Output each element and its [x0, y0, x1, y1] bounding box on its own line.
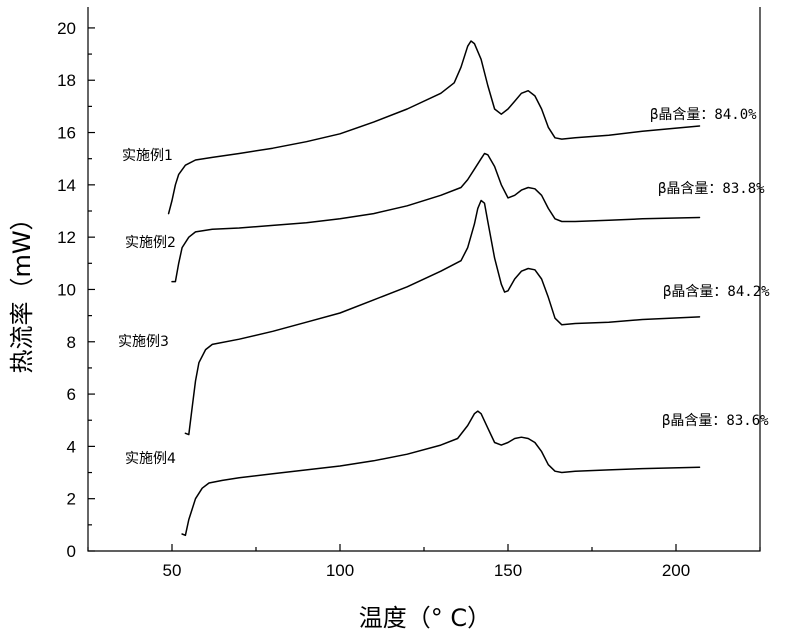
series-line-3	[184, 199, 701, 436]
y-tick-label: 18	[57, 71, 76, 90]
y-tick-label: 2	[67, 490, 76, 509]
y-tick-label: 14	[57, 176, 76, 195]
y-tick-label: 8	[67, 333, 76, 352]
series-labels: 实施例1 β晶含量：84.0% 实施例2 β晶含量：83.8% 实施例3 β晶含量：84.…	[118, 107, 770, 467]
x-tick-label: 50	[163, 561, 182, 580]
y-tick-label: 16	[57, 124, 76, 143]
y-axis-ticks: 0 2 4 6 8 10 12 14 16 18 20	[57, 19, 95, 561]
y-axis-title: 热流率（mW）	[8, 206, 36, 373]
series-name-label-1: 实施例1	[122, 148, 173, 164]
beta-content-annotation-1: β晶含量：84.0%	[650, 107, 757, 123]
series-line-4	[181, 410, 701, 537]
series-name-label-2: 实施例2	[125, 235, 176, 251]
beta-content-annotation-3: β晶含量：84.2%	[663, 284, 770, 300]
series-line-1	[167, 40, 701, 215]
y-tick-label: 0	[67, 542, 76, 561]
y-tick-label: 20	[57, 19, 76, 38]
series-name-label-4: 实施例4	[125, 451, 176, 467]
y-tick-label: 10	[57, 280, 76, 299]
series-line-2	[171, 152, 701, 283]
series-curves	[167, 40, 701, 537]
y-tick-label: 6	[67, 385, 76, 404]
x-axis-ticks: 50 100 150 200	[87, 544, 761, 580]
beta-content-annotation-4: β晶含量：83.6%	[662, 413, 769, 429]
beta-content-annotation-2: β晶含量：83.8%	[658, 181, 765, 197]
x-axis-title: 温度（° C）	[359, 604, 491, 632]
y-tick-label: 4	[67, 437, 76, 456]
x-tick-label: 100	[326, 561, 354, 580]
series-name-label-3: 实施例3	[118, 334, 169, 350]
x-tick-label: 150	[494, 561, 522, 580]
x-tick-label: 200	[662, 561, 690, 580]
y-tick-label: 12	[57, 228, 76, 247]
